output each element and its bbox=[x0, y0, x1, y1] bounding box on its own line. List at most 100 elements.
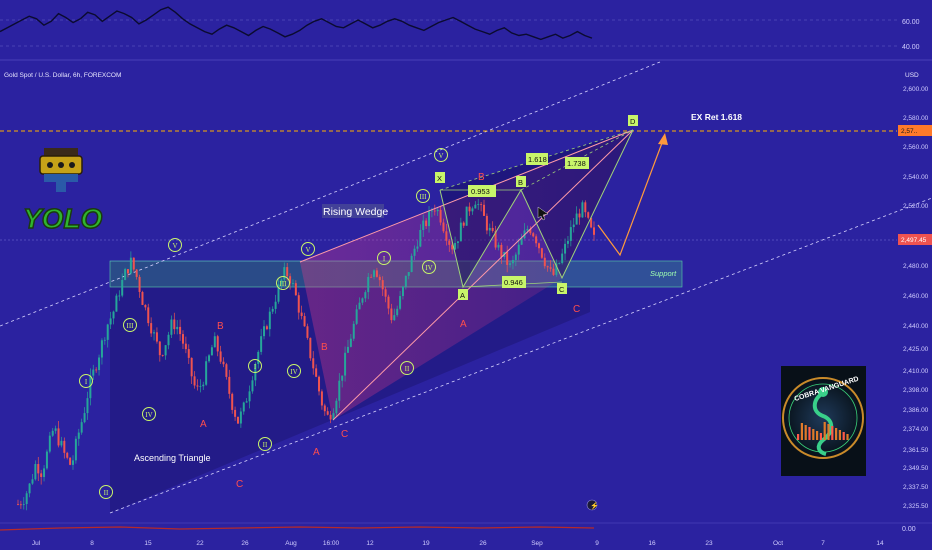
candle-body bbox=[555, 263, 558, 275]
candle-body bbox=[274, 301, 277, 309]
candle-body bbox=[526, 228, 529, 231]
wave-circle bbox=[142, 407, 156, 421]
time-tick: 26 bbox=[479, 540, 487, 547]
wave-circle bbox=[276, 276, 290, 290]
support-label: Support bbox=[650, 269, 677, 278]
candle-body bbox=[428, 211, 431, 227]
candle-body bbox=[66, 452, 69, 458]
point-d: D bbox=[630, 117, 636, 126]
price-tick: 2,325.50 bbox=[903, 503, 929, 510]
candle-body bbox=[564, 243, 567, 254]
candle-body bbox=[31, 479, 34, 484]
candle-body bbox=[575, 213, 578, 225]
candle-body bbox=[459, 222, 462, 242]
candle-body bbox=[43, 468, 46, 477]
rising-wedge-label: Rising Wedge bbox=[323, 206, 388, 218]
candle-body bbox=[566, 240, 569, 244]
logo-bar bbox=[846, 434, 849, 440]
candle-body bbox=[465, 206, 468, 226]
time-tick: 14 bbox=[876, 540, 884, 547]
candle-body bbox=[231, 393, 234, 410]
time-tick: 22 bbox=[196, 540, 204, 547]
candle-body bbox=[199, 386, 202, 388]
candle-body bbox=[260, 336, 263, 352]
candle-body bbox=[193, 376, 196, 386]
candle-body bbox=[358, 302, 361, 310]
candle-body bbox=[361, 298, 364, 303]
time-tick: 23 bbox=[705, 540, 713, 547]
time-tick: 8 bbox=[90, 540, 94, 547]
candle-body bbox=[535, 236, 538, 244]
candle-body bbox=[71, 460, 74, 465]
candle-body bbox=[34, 464, 37, 480]
time-tick: 15 bbox=[144, 540, 152, 547]
logo-bar bbox=[816, 431, 819, 440]
logo-bar bbox=[835, 428, 838, 440]
time-axis[interactable]: Jul 8 15 22 26 Aug 16:00 12 19 26 Sep 9 16 23 Oct 7 14 bbox=[32, 540, 884, 547]
candle-body bbox=[115, 295, 118, 312]
candle-body bbox=[176, 326, 179, 330]
candle-body bbox=[74, 438, 77, 461]
red-label-c-3: C bbox=[573, 304, 580, 315]
candle-body bbox=[306, 326, 309, 338]
time-tick: 16:00 bbox=[323, 540, 340, 547]
candle-body bbox=[433, 210, 436, 212]
price-tick: 2,410.00 bbox=[903, 368, 929, 375]
candle-body bbox=[381, 280, 384, 290]
candle-body bbox=[569, 227, 572, 241]
candle-body bbox=[480, 204, 483, 205]
price-tick: 2,540.00 bbox=[903, 174, 929, 181]
rsi-axis: 60.00 40.00 bbox=[902, 19, 920, 51]
projection-arrow bbox=[658, 133, 668, 145]
candle-body bbox=[283, 267, 286, 280]
red-label-b-1: B bbox=[217, 321, 224, 332]
price-tick: 2,425.00 bbox=[903, 346, 929, 353]
candle-body bbox=[248, 391, 251, 402]
wave-label-i: I bbox=[383, 255, 386, 263]
rsi-tick-40: 40.00 bbox=[902, 44, 920, 51]
wave-label-ii: II bbox=[263, 441, 268, 449]
last-price-tag-bg bbox=[898, 234, 932, 245]
candle-body bbox=[28, 483, 31, 494]
candle-body bbox=[593, 227, 595, 235]
candle-body bbox=[494, 230, 497, 248]
harmonic-points: X A B C D bbox=[435, 115, 638, 300]
rsi-line bbox=[0, 6, 593, 41]
ex-price-tag: 2,57.. bbox=[901, 128, 917, 135]
ex-price-tag-bg bbox=[898, 125, 932, 136]
event-marker[interactable]: ⚡ bbox=[586, 499, 599, 511]
fib-1738: 1.738 bbox=[567, 159, 586, 168]
candle-body bbox=[474, 204, 477, 209]
candle-body bbox=[323, 405, 326, 412]
wave-label-v: V bbox=[172, 242, 177, 250]
fib-1618: 1.618 bbox=[528, 155, 547, 164]
candle-body bbox=[529, 228, 532, 234]
projection-path bbox=[597, 134, 666, 257]
candle-body bbox=[271, 308, 274, 312]
candle-body bbox=[181, 334, 184, 344]
candle-body bbox=[364, 292, 367, 299]
price-axis[interactable]: USD 2,600.00 2,580.00 2,560.00 2,540.00 2,52… bbox=[903, 72, 929, 510]
red-label-b-3: B bbox=[478, 172, 485, 183]
time-tick: 7 bbox=[821, 540, 825, 547]
wave-label-i: I bbox=[85, 378, 88, 386]
candle-body bbox=[543, 257, 546, 267]
wave-circle bbox=[258, 437, 272, 451]
candle-body bbox=[373, 270, 376, 277]
candlestick-series bbox=[17, 199, 595, 511]
candle-body bbox=[245, 401, 248, 403]
rsi-tick-60: 60.00 bbox=[902, 19, 920, 26]
red-label-a-2: A bbox=[313, 447, 320, 458]
candle-body bbox=[179, 326, 182, 335]
candle-body bbox=[158, 341, 161, 356]
candle-body bbox=[584, 202, 587, 213]
candle-body bbox=[532, 233, 535, 237]
time-tick: 19 bbox=[422, 540, 430, 547]
candle-body bbox=[155, 332, 158, 342]
candle-body bbox=[210, 347, 213, 356]
logo-bar bbox=[797, 434, 800, 440]
candle-body bbox=[384, 289, 387, 297]
wave-circle bbox=[168, 238, 182, 252]
